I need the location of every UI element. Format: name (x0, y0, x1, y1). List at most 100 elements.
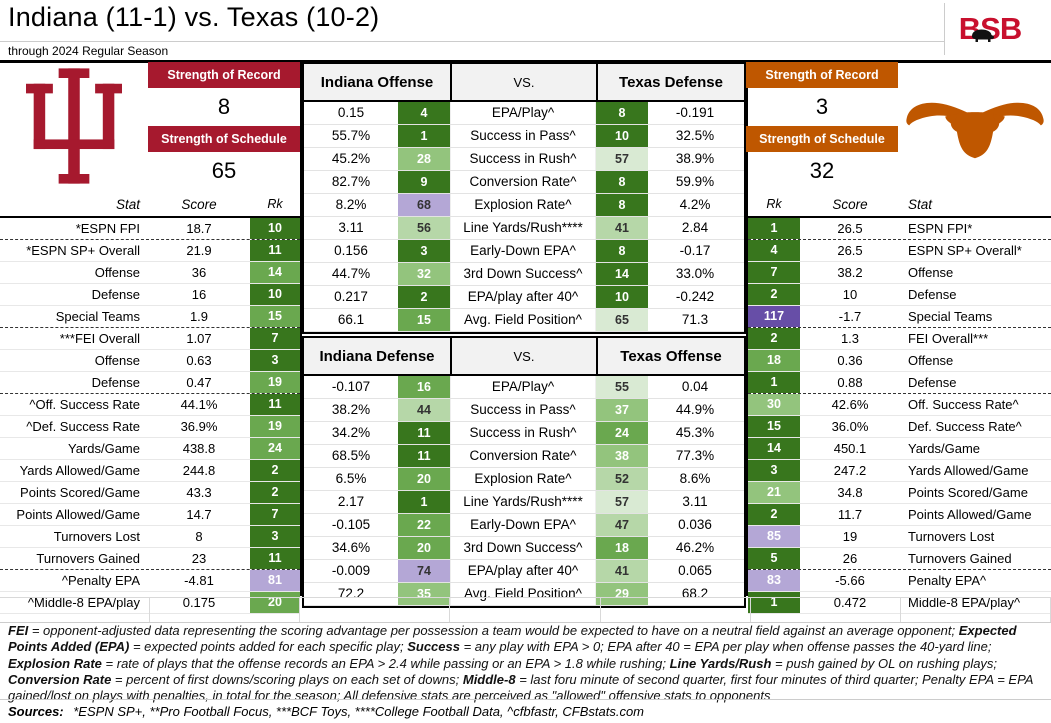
page-subtitle: through 2024 Regular Season (8, 44, 169, 58)
matchup-right-title: Texas Offense (620, 347, 722, 365)
right-score: -0.17 (679, 243, 711, 258)
footnote-term: Line Yards/Rush (669, 655, 772, 671)
texas-table-rows: 1 26.5 ESPN FPI* 4 26.5 ESPN SP+ Overall* 7 38.… (748, 218, 1051, 614)
right-rank: 52 (596, 468, 648, 490)
stats-area: Strength of Record 8 Strength of Schedul… (0, 60, 1051, 623)
stat-label: Avg. Field Position^ (450, 309, 596, 331)
left-score: 45.2% (331, 151, 371, 166)
footnote-term: FEI (8, 623, 29, 638)
score-value: 1.07 (186, 331, 212, 346)
score-value: 21.9 (186, 243, 212, 258)
rank-value: 2 (748, 284, 800, 305)
left-rank: 68 (398, 194, 450, 216)
stat-label: Turnovers Lost (53, 529, 140, 544)
left-rank: 9 (398, 171, 450, 193)
right-score: 38.9% (675, 151, 715, 166)
footnotes: FEI = opponent-adjusted data representin… (8, 623, 1045, 704)
matchup-row: 44.7% 32 3rd Down Success^ 14 33.0% (304, 263, 744, 286)
left-score: 8.2% (335, 197, 367, 212)
rank-value: 7 (250, 328, 300, 349)
left-rank: 1 (398, 491, 450, 513)
divider-right (746, 60, 748, 596)
right-score: 32.5% (675, 128, 715, 143)
matchup-title-row: Indiana Defense VS. Texas Offense (304, 338, 744, 376)
right-score: -0.191 (675, 105, 715, 120)
indiana-iu-icon (26, 68, 122, 184)
table-row: 85 19 Turnovers Lost (748, 526, 1051, 548)
empty-cell (300, 598, 451, 622)
score-value: 14.7 (186, 507, 212, 522)
score-value: 36 (191, 265, 207, 280)
stat-label: Defense (91, 287, 140, 302)
stat-label: *ESPN SP+ Overall (26, 243, 140, 258)
score-value: -4.81 (184, 573, 214, 588)
stat-label: ^Middle-8 EPA/play (27, 595, 140, 610)
matchup-row: 55.7% 1 Success in Pass^ 10 32.5% (304, 125, 744, 148)
left-score: 34.2% (331, 425, 371, 440)
matchup-row: -0.105 22 Early-Down EPA^ 47 0.036 (304, 514, 744, 537)
left-rank: 20 (398, 537, 450, 559)
right-score: 0.036 (678, 517, 712, 532)
defense-vs-offense-table: Indiana Defense VS. Texas Offense -0.107… (302, 336, 746, 608)
score-value: 38.2 (837, 265, 863, 280)
stat-label: Def. Success Rate^ (908, 419, 1022, 434)
right-rank: 41 (596, 560, 648, 582)
matchup-row: 38.2% 44 Success in Pass^ 37 44.9% (304, 399, 744, 422)
stat-label: ^Off. Success Rate (29, 397, 140, 412)
table-row: 30 42.6% Off. Success Rate^ (748, 394, 1051, 416)
score-value: 26.5 (837, 221, 863, 236)
empty-cell (601, 598, 751, 622)
right-score: 71.3 (681, 312, 709, 327)
table-row: ***FEI Overall 1.07 7 (0, 328, 300, 350)
rank-value: 11 (250, 240, 300, 261)
rank-value: 85 (748, 526, 800, 547)
matchup-row: 6.5% 20 Explosion Rate^ 52 8.6% (304, 468, 744, 491)
table-row: 83 -5.66 Penalty EPA^ (748, 570, 1051, 592)
left-rank: 74 (398, 560, 450, 582)
sources-label: Sources: (8, 704, 64, 719)
rank-value: 2 (748, 328, 800, 349)
indiana-table-rows: *ESPN FPI 18.7 10 *ESPN SP+ Overall 21.9 11 Of… (0, 218, 300, 614)
matchup-row: 8.2% 68 Explosion Rate^ 8 4.2% (304, 194, 744, 217)
rank-value: 10 (250, 218, 300, 239)
right-rank: 10 (596, 125, 648, 147)
right-rank: 8 (596, 194, 648, 216)
footnote-text: = opponent-adjusted data representing th… (28, 623, 959, 638)
left-rank: 22 (398, 514, 450, 536)
col-header-rk: Rk (267, 197, 283, 211)
right-score: 2.84 (681, 220, 709, 235)
left-score: 34.6% (331, 540, 371, 555)
stat-label: Defense (908, 375, 957, 390)
stat-label: Explosion Rate^ (450, 468, 596, 490)
indiana-stats-table: Stat Score Rk *ESPN FPI 18.7 10 *ESPN SP+ O… (0, 192, 300, 614)
table-row: Defense 0.47 19 (0, 372, 300, 394)
footnote-text: = expected points added for each specifi… (129, 639, 408, 655)
score-value: 8 (195, 529, 203, 544)
empty-cell (751, 598, 901, 622)
table-row: Turnovers Gained 23 11 (0, 548, 300, 570)
stat-label: Middle-8 EPA/play^ (908, 595, 1021, 610)
rank-value: 2 (748, 504, 800, 525)
rank-value: 1 (748, 218, 800, 239)
right-rank: 24 (596, 422, 648, 444)
vs-label: VS. (450, 64, 598, 100)
indiana-logo (0, 62, 148, 190)
stat-label: ESPN FPI* (908, 221, 973, 236)
vs-label: VS. (450, 338, 598, 374)
left-rank: 15 (398, 309, 450, 331)
bison-icon (972, 29, 994, 42)
col-header-rk: Rk (766, 197, 782, 211)
left-score: 6.5% (335, 471, 367, 486)
stat-label: 3rd Down Success^ (450, 537, 596, 559)
footnote-term: Expected Points Added (EPA) (8, 623, 1017, 655)
rank-value: 19 (250, 372, 300, 393)
score-value: 43.3 (186, 485, 212, 500)
bsb-logo: BSB (944, 3, 1035, 55)
matchup-row: 0.217 2 EPA/play after 40^ 10 -0.242 (304, 286, 744, 309)
stat-label: Explosion Rate^ (450, 194, 596, 216)
left-score: 3.11 (338, 220, 364, 235)
rank-value: 30 (748, 394, 800, 415)
right-rank: 65 (596, 309, 648, 331)
footnote-text: = push gained by OL on rushing plays; (771, 655, 998, 671)
score-value: 23 (191, 551, 207, 566)
